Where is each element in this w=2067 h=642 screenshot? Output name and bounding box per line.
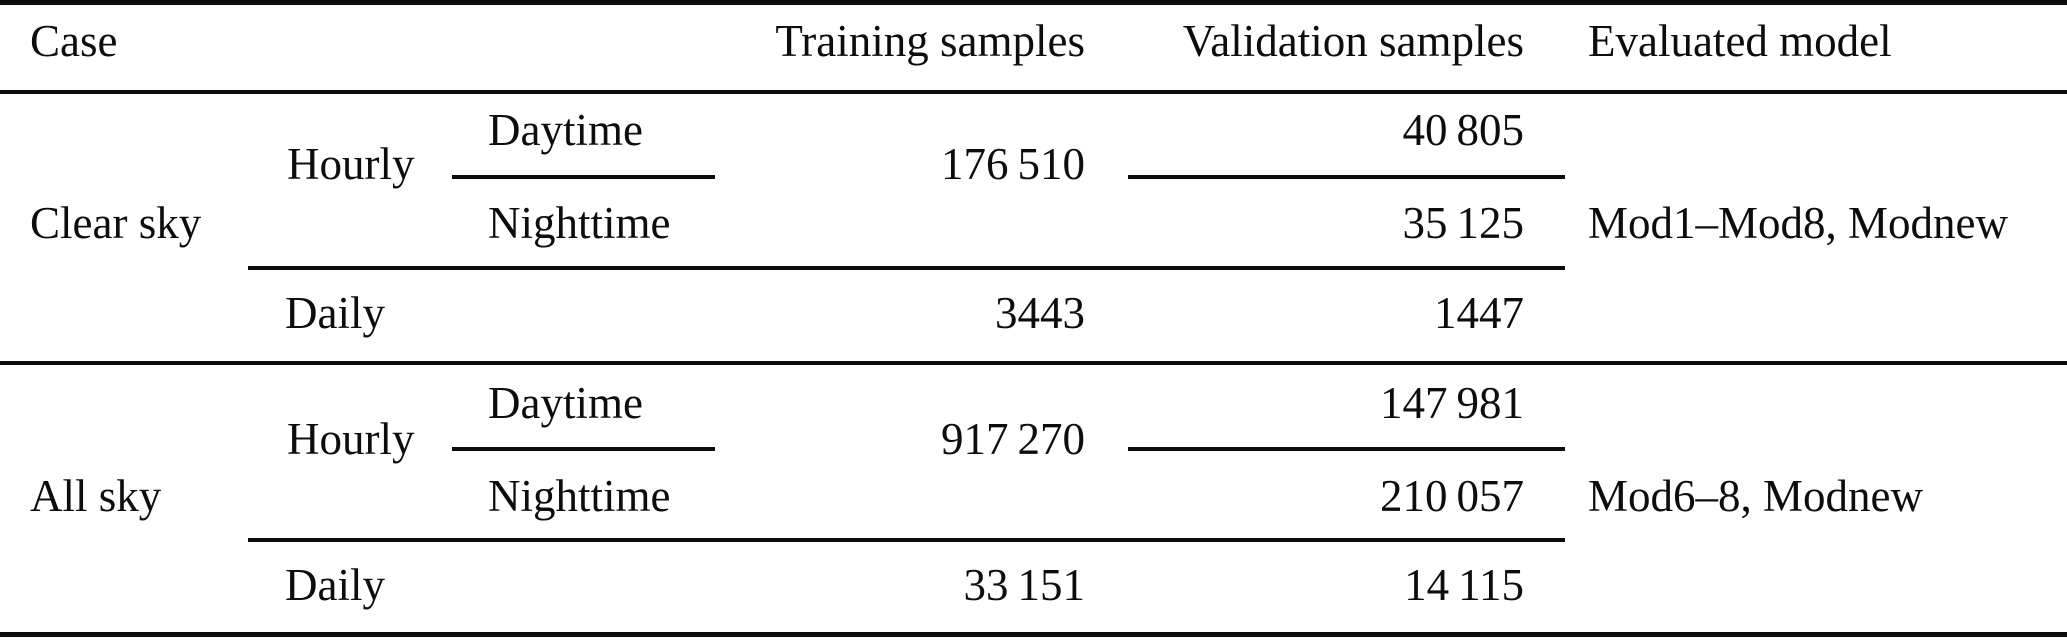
allsky-validation-underline: [1128, 447, 1565, 451]
allsky-hourly-training-value: 917 270: [940, 414, 1085, 464]
top-rule: [0, 0, 2067, 5]
clearsky-evaluated-model: Mod1–Mod8, Modnew: [1588, 198, 2009, 248]
clearsky-case-label: Clear sky: [30, 198, 202, 248]
clearsky-hourly-training-value: 176 510: [940, 139, 1085, 189]
bottom-rule: [0, 632, 2067, 637]
clearsky-daytime-validation-value: 40 805: [1402, 105, 1524, 155]
clearsky-daytime-label: Daytime: [488, 105, 643, 155]
allsky-daily-label: Daily: [285, 560, 385, 610]
clearsky-validation-underline: [1128, 175, 1565, 179]
clearsky-daily-validation-value: 1447: [1434, 288, 1524, 338]
column-header-case: Case: [30, 16, 118, 66]
section-divider-rule: [0, 361, 2067, 365]
column-header-validation-samples: Validation samples: [1182, 16, 1524, 66]
clearsky-daytime-underline: [452, 175, 715, 179]
allsky-daytime-label: Daytime: [488, 378, 643, 428]
allsky-daily-training-value: 33 151: [963, 560, 1085, 610]
clearsky-nighttime-validation-value: 35 125: [1402, 198, 1524, 248]
column-header-training-samples: Training samples: [775, 16, 1085, 66]
allsky-daily-separator-rule: [248, 538, 1565, 542]
clearsky-daily-label: Daily: [285, 288, 385, 338]
allsky-case-label: All sky: [30, 471, 162, 521]
allsky-daily-validation-value: 14 115: [1404, 560, 1524, 610]
allsky-nighttime-label: Nighttime: [488, 471, 671, 521]
clearsky-daily-separator-rule: [248, 266, 1565, 270]
allsky-hourly-label: Hourly: [287, 414, 415, 464]
allsky-evaluated-model: Mod6–8, Modnew: [1588, 471, 1923, 521]
allsky-daytime-underline: [452, 447, 715, 451]
allsky-daytime-validation-value: 147 981: [1379, 378, 1524, 428]
column-header-evaluated-model: Evaluated model: [1588, 16, 1892, 66]
header-rule: [0, 90, 2067, 94]
allsky-nighttime-validation-value: 210 057: [1379, 471, 1524, 521]
clearsky-hourly-label: Hourly: [287, 139, 415, 189]
clearsky-daily-training-value: 3443: [995, 288, 1085, 338]
clearsky-nighttime-label: Nighttime: [488, 198, 671, 248]
